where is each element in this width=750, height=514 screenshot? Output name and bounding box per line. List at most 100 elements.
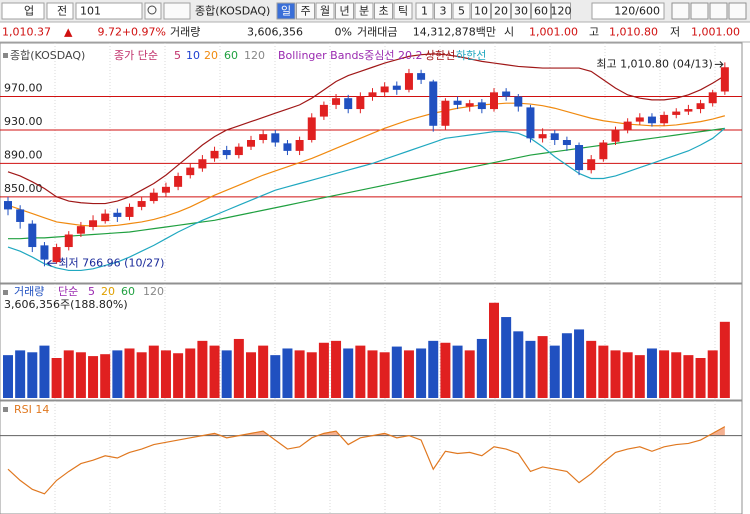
- volume-bar: [124, 348, 135, 398]
- interval-btn-label: 5: [458, 5, 465, 18]
- volume-bar: [525, 340, 536, 398]
- volume-bar: [659, 350, 670, 398]
- candle-body: [295, 140, 304, 151]
- rsi-line: [7, 426, 726, 495]
- interval-btn[interactable]: [471, 2, 491, 20]
- candle-body: [89, 220, 98, 227]
- volume-bar: [258, 345, 269, 398]
- volume-bar: [501, 317, 512, 398]
- candle-body: [575, 145, 584, 171]
- volume-bar: [270, 355, 281, 398]
- volume-bar: [719, 321, 730, 398]
- volume-bar: [391, 346, 402, 398]
- candle-body: [660, 114, 669, 124]
- legend-item: 종가 단순: [114, 49, 158, 62]
- quote-amount-label: 거래대금: [357, 26, 397, 39]
- tool-icon[interactable]: [690, 2, 709, 20]
- interval-btn[interactable]: [415, 2, 434, 20]
- volume-bar: [537, 336, 548, 398]
- interval-btn[interactable]: [491, 2, 511, 20]
- volume-bar: [622, 352, 633, 398]
- candle-body: [611, 129, 620, 142]
- candle-body: [113, 212, 122, 217]
- volume-bar: [403, 350, 414, 398]
- interval-btn[interactable]: [531, 2, 551, 20]
- compare-box[interactable]: [46, 2, 74, 20]
- tool-icon[interactable]: [728, 2, 747, 20]
- search-icon: [147, 5, 157, 15]
- quote-low: 1,001.00: [691, 26, 740, 39]
- period-btn-label: 분: [359, 5, 369, 18]
- price-tick-label: 850.00: [4, 182, 43, 195]
- interval-btn[interactable]: [434, 2, 452, 20]
- count-box[interactable]: [591, 2, 665, 20]
- quote-change: 9.72: [98, 26, 123, 39]
- candle-body: [52, 247, 61, 263]
- interval-btn[interactable]: [511, 2, 531, 20]
- candle-body: [502, 91, 511, 97]
- price-tick-label: 970.00: [4, 82, 43, 95]
- candle-body: [344, 98, 353, 110]
- volume-bar: [561, 333, 572, 398]
- volume-bar: [428, 340, 439, 398]
- period-btn[interactable]: [296, 2, 315, 20]
- volume-caption: 3,606,356주(188.80%): [4, 298, 128, 311]
- sound-btn[interactable]: [163, 2, 191, 20]
- period-btn[interactable]: [276, 2, 296, 20]
- volume-bar: [197, 340, 208, 398]
- volume-bar: [75, 352, 86, 398]
- candle-body: [453, 100, 462, 105]
- legend-item: 단순: [58, 285, 78, 298]
- legend-item: 거래량: [14, 285, 44, 298]
- candle-body: [538, 134, 547, 139]
- candle-body: [720, 67, 729, 92]
- volume-bar: [246, 352, 256, 398]
- annotation-arrow: [714, 61, 724, 68]
- legend-item: 20: [204, 49, 218, 62]
- market: 업: [24, 5, 34, 18]
- volume-bar: [355, 345, 366, 398]
- candle-body: [271, 133, 280, 143]
- volume-bar: [112, 350, 123, 398]
- volume-bar: [39, 345, 50, 398]
- interval-btn[interactable]: [452, 2, 471, 20]
- candle-body: [708, 92, 717, 104]
- volume-bar: [513, 331, 524, 398]
- tool-icon[interactable]: [709, 2, 728, 20]
- candle-body: [247, 140, 255, 147]
- name: 종합(KOSDAQ): [195, 5, 270, 18]
- volume-bar: [610, 350, 621, 398]
- period-btn-label: 틱: [398, 5, 408, 18]
- legend-swatch: [3, 290, 8, 295]
- period-btn[interactable]: [315, 2, 335, 20]
- interval-btn[interactable]: [551, 2, 571, 20]
- volume-bar: [440, 342, 451, 398]
- code-input[interactable]: [75, 2, 143, 20]
- legend-item: 120: [244, 49, 265, 62]
- volume-bar: [549, 345, 560, 398]
- period-btn[interactable]: [335, 2, 354, 20]
- search-btn[interactable]: [144, 2, 162, 20]
- period-btn[interactable]: [374, 2, 393, 20]
- market-box[interactable]: [1, 2, 45, 20]
- legend-item: 5: [88, 285, 95, 298]
- quote-open: 1,001.00: [529, 26, 578, 39]
- period-btn[interactable]: [354, 2, 374, 20]
- candle-body: [174, 175, 183, 187]
- price-overlay-line: [7, 127, 726, 272]
- candle-body: [587, 159, 596, 171]
- quote-low-label: 저: [670, 26, 680, 39]
- legend-item: 종합(KOSDAQ): [10, 49, 85, 62]
- interval-btn-label: 10: [474, 5, 488, 18]
- volume-bar: [379, 352, 390, 398]
- period-btn[interactable]: [393, 2, 413, 20]
- volume-bar: [598, 345, 609, 398]
- tool-icon[interactable]: [671, 2, 690, 20]
- interval-btn-label: 20: [494, 5, 508, 18]
- quote-bar: [0, 23, 750, 42]
- quote-rate: +0.97%: [122, 26, 166, 39]
- price-tick-label: 930.00: [4, 115, 43, 128]
- candle-body: [186, 167, 195, 176]
- candle-body: [149, 192, 158, 202]
- candle-body: [672, 111, 681, 115]
